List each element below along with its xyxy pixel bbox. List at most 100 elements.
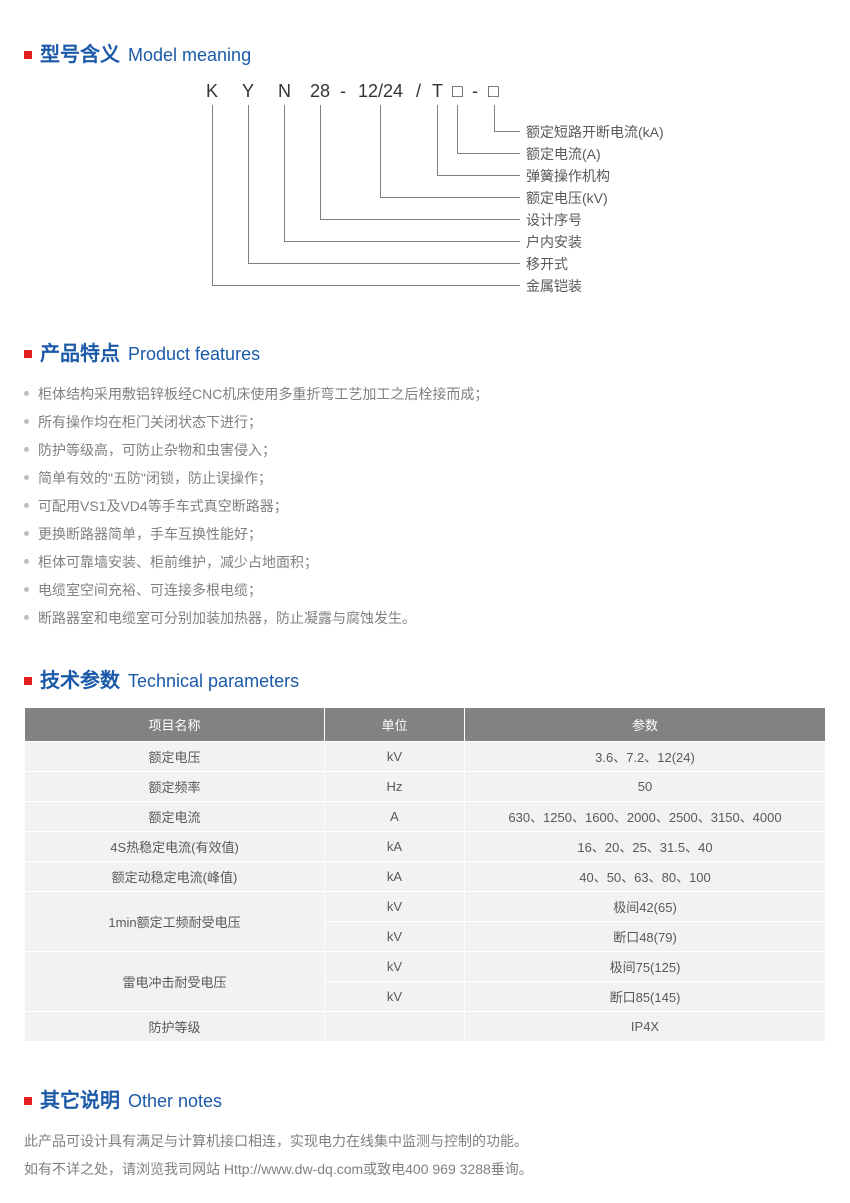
red-square-icon: [24, 51, 32, 59]
title-en: Other notes: [128, 1091, 222, 1112]
param-unit: kV: [325, 742, 465, 772]
title-cn: 技术参数: [40, 664, 120, 693]
param-name: 4S热稳定电流(有效值): [25, 832, 325, 862]
param-value: 630、1250、1600、2000、2500、3150、4000: [465, 802, 826, 832]
param-unit: Hz: [325, 772, 465, 802]
model-code-part: -: [340, 81, 346, 102]
diagram-hline: [212, 285, 520, 286]
table-row: 1min额定工频耐受电压kV极间42(65): [25, 892, 826, 922]
red-square-icon: [24, 1097, 32, 1105]
param-name: 1min额定工频耐受电压: [25, 892, 325, 952]
model-diagram: KYN28-12/24/T□-□额定短路开断电流(kA)额定电流(A)弹簧操作机…: [24, 81, 826, 311]
table-header: 单位: [325, 708, 465, 742]
diagram-leg: [320, 105, 321, 219]
model-code-part: /: [416, 81, 421, 102]
model-label: 户内安装: [526, 232, 582, 252]
table-row: 额定频率Hz50: [25, 772, 826, 802]
feature-item: 电缆室空间充裕、可连接多根电缆；: [24, 576, 826, 604]
table-row: 雷电冲击耐受电压kV极间75(125): [25, 952, 826, 982]
table-row: 额定电流A630、1250、1600、2000、2500、3150、4000: [25, 802, 826, 832]
param-unit: [325, 1012, 465, 1042]
model-code-part: K: [206, 81, 218, 102]
model-code-part: 12/24: [358, 81, 403, 102]
param-name: 额定频率: [25, 772, 325, 802]
feature-item: 简单有效的"五防"闭锁，防止误操作；: [24, 464, 826, 492]
param-value: 50: [465, 772, 826, 802]
param-name: 防护等级: [25, 1012, 325, 1042]
param-unit: kA: [325, 832, 465, 862]
title-en: Technical parameters: [128, 671, 299, 692]
param-value: IP4X: [465, 1012, 826, 1042]
table-row: 防护等级 IP4X: [25, 1012, 826, 1042]
feature-item: 断路器室和电缆室可分别加装加热器，防止凝露与腐蚀发生。: [24, 604, 826, 632]
diagram-hline: [457, 153, 520, 154]
title-en: Product features: [128, 344, 260, 365]
diagram-leg: [212, 105, 213, 285]
param-unit: kV: [325, 982, 465, 1012]
diagram-leg: [437, 105, 438, 175]
title-cn: 型号含义: [40, 38, 120, 67]
param-unit: kV: [325, 892, 465, 922]
red-square-icon: [24, 677, 32, 685]
table-row: 额定电压kV3.6、7.2、12(24): [25, 742, 826, 772]
diagram-hline: [248, 263, 520, 264]
diagram-leg: [284, 105, 285, 241]
model-code-part: 28: [310, 81, 330, 102]
diagram-leg: [248, 105, 249, 263]
feature-item: 可配用VS1及VD4等手车式真空断路器；: [24, 492, 826, 520]
model-label: 设计序号: [526, 210, 582, 230]
diagram-hline: [284, 241, 520, 242]
note-line: 如有不详之处，请浏览我司网站 Http://www.dw-dq.com或致电40…: [24, 1155, 826, 1183]
param-value: 断口48(79): [465, 922, 826, 952]
title-en: Model meaning: [128, 45, 251, 66]
feature-item: 柜体可靠墙安装、柜前维护，减少占地面积；: [24, 548, 826, 576]
diagram-hline: [437, 175, 520, 176]
table-row: 额定动稳定电流(峰值)kA40、50、63、80、100: [25, 862, 826, 892]
feature-item: 更换断路器简单，手车互换性能好；: [24, 520, 826, 548]
param-name: 额定电压: [25, 742, 325, 772]
param-unit: kV: [325, 952, 465, 982]
section-title-params: 技术参数 Technical parameters: [24, 664, 826, 693]
feature-item: 防护等级高，可防止杂物和虫害侵入；: [24, 436, 826, 464]
param-unit: kV: [325, 922, 465, 952]
model-label: 移开式: [526, 254, 568, 274]
param-value: 3.6、7.2、12(24): [465, 742, 826, 772]
section-title-features: 产品特点 Product features: [24, 337, 826, 366]
diagram-leg: [380, 105, 381, 197]
model-code-part: N: [278, 81, 291, 102]
model-code-part: □: [488, 81, 499, 102]
params-table: 项目名称单位参数额定电压kV3.6、7.2、12(24)额定频率Hz50额定电流…: [24, 707, 826, 1042]
title-cn: 其它说明: [40, 1084, 120, 1113]
features-list: 柜体结构采用敷铝锌板经CNC机床使用多重折弯工艺加工之后栓接而成；所有操作均在柜…: [24, 380, 826, 632]
model-label: 额定电流(A): [526, 144, 601, 164]
section-title-notes: 其它说明 Other notes: [24, 1084, 826, 1113]
model-code-part: □: [452, 81, 463, 102]
param-name: 额定动稳定电流(峰值): [25, 862, 325, 892]
param-value: 16、20、25、31.5、40: [465, 832, 826, 862]
feature-item: 柜体结构采用敷铝锌板经CNC机床使用多重折弯工艺加工之后栓接而成；: [24, 380, 826, 408]
model-label: 弹簧操作机构: [526, 166, 610, 186]
notes-block: 此产品可设计具有满足与计算机接口相连，实现电力在线集中监测与控制的功能。如有不详…: [24, 1127, 826, 1183]
model-label: 金属铠装: [526, 276, 582, 296]
model-code-part: Y: [242, 81, 254, 102]
section-title-model: 型号含义 Model meaning: [24, 38, 826, 67]
table-header: 项目名称: [25, 708, 325, 742]
model-label: 额定短路开断电流(kA): [526, 122, 664, 142]
param-name: 额定电流: [25, 802, 325, 832]
table-row: 4S热稳定电流(有效值)kA16、20、25、31.5、40: [25, 832, 826, 862]
red-square-icon: [24, 350, 32, 358]
feature-item: 所有操作均在柜门关闭状态下进行；: [24, 408, 826, 436]
diagram-leg: [494, 105, 495, 131]
diagram-hline: [380, 197, 520, 198]
model-code-part: -: [472, 81, 478, 102]
table-header: 参数: [465, 708, 826, 742]
model-label: 额定电压(kV): [526, 188, 608, 208]
param-unit: A: [325, 802, 465, 832]
title-cn: 产品特点: [40, 337, 120, 366]
param-value: 极间42(65): [465, 892, 826, 922]
param-value: 40、50、63、80、100: [465, 862, 826, 892]
note-line: 此产品可设计具有满足与计算机接口相连，实现电力在线集中监测与控制的功能。: [24, 1127, 826, 1155]
diagram-hline: [320, 219, 520, 220]
param-value: 断口85(145): [465, 982, 826, 1012]
diagram-leg: [457, 105, 458, 153]
